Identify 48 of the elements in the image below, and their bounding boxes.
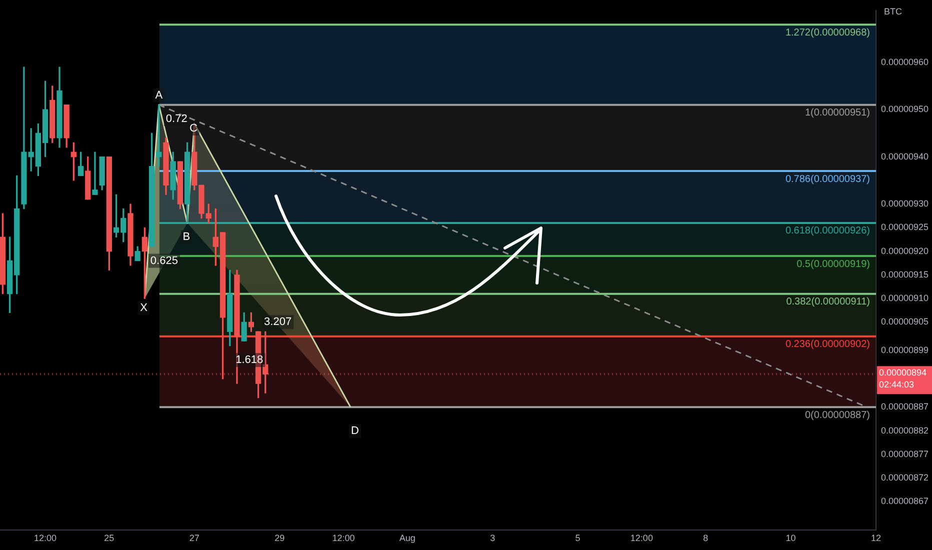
x-tick-label: 8 [703,532,708,543]
ref-line-label: 1.272(0.00000968) [785,27,870,38]
ref-line-label: 0.00000894 [879,368,927,378]
y-tick-label: 0.00000960 [881,56,929,67]
ref-line-label: 0.786(0.00000937) [785,174,870,185]
x-tick-label: 10 [786,532,796,543]
annotation: A [155,89,164,102]
ref-line-label: 0.618(0.00000926) [785,226,870,237]
annotation: 0.625 [150,254,178,267]
ref-line-label: 0.5(0.00000919) [796,258,870,270]
y-tick-label: 0.00000940 [881,151,929,162]
x-tick-label: 12 [870,532,882,543]
ref-line-label: 0(0.00000887) [804,410,870,421]
text: 02:44:03 [879,380,914,390]
y-tick-label: 0.00000867 [881,496,929,506]
annotation: 1.618 [236,354,264,366]
candlestick [92,152,98,195]
y-tick-label: 0.00000950 [881,104,929,114]
x-tick-label: 3 [490,532,496,543]
ref-line-label: 0.236(0.00000902) [785,339,870,350]
y-tick-label: 0.00000905 [881,316,929,327]
y-tick-label: 0.00000930 [881,198,929,209]
y-tick-label: 0.00000877 [881,448,929,459]
x-tick-label: 12:00 [332,532,355,543]
annotation: X [140,302,148,314]
annotation: 3.207 [264,316,292,328]
y-tick-label: 0.00000882 [881,425,929,436]
y-tick-label: 0.00000920 [881,246,929,256]
annotation: B [182,231,190,244]
x-tick-label: 25 [104,532,114,543]
x-tick-label: 27 [189,532,200,543]
x-tick-label: 5 [575,532,580,543]
y-axis-title: BTC [884,6,902,16]
annotation: D [351,424,360,437]
x-tick-label: 12:00 [630,532,653,543]
y-tick-label: 0.00000899 [881,344,929,355]
ref-line-label: 0.382(0.00000911) [786,296,870,308]
annotation: 0.72 [166,113,188,126]
x-tick-label: 29 [274,532,285,543]
y-tick-label: 0.00000872 [881,472,929,483]
y-tick-label: 0.00000910 [881,293,929,304]
ref-line-label: 1(0.00000951) [804,108,870,119]
y-tick-label: 0.00000915 [881,269,929,280]
x-tick-label: Aug [399,532,416,543]
annotation: C [190,122,198,135]
y-tick-label: 0.00000925 [881,222,929,232]
y-tick-label: 0.00000887 [881,402,929,412]
x-tick-label: 12:00 [34,532,57,543]
